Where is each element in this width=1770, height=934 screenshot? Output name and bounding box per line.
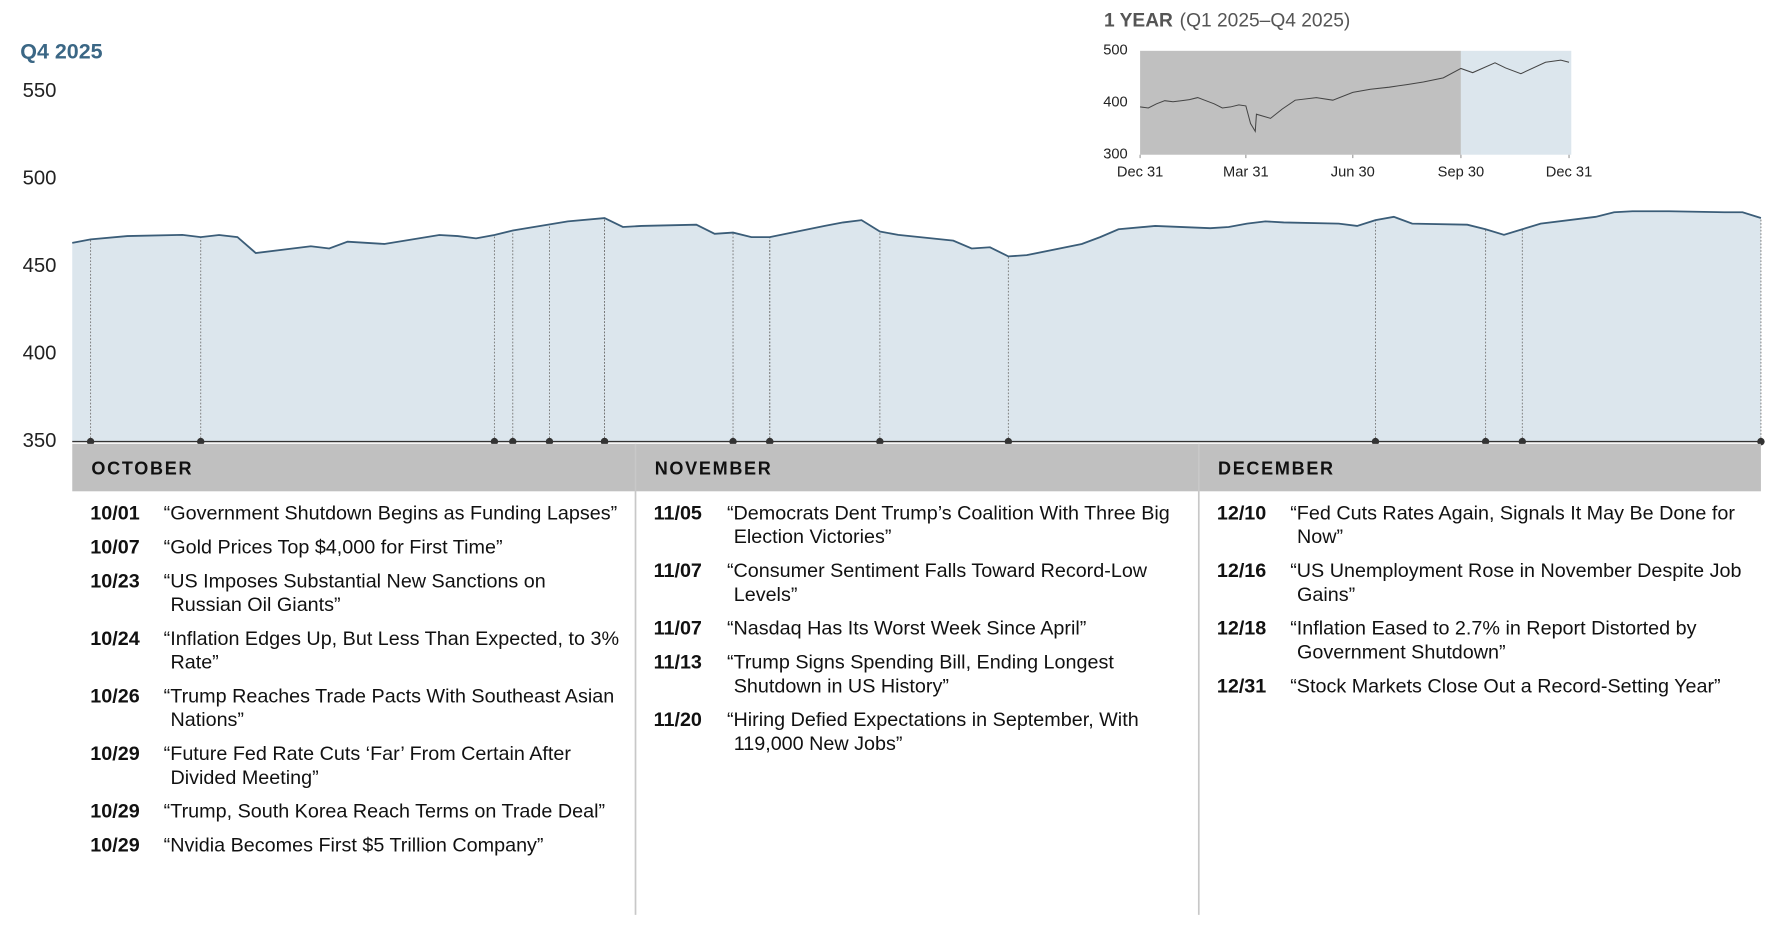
area <box>72 211 1761 442</box>
event-date: 11/20 <box>653 708 702 731</box>
event-date: 10/24 <box>90 626 140 650</box>
event-headline: “Stock Markets Close Out a Record-Settin… <box>1290 674 1721 697</box>
inset-highlight <box>1460 50 1572 155</box>
event: 10/01 “Government Shutdown Begins as Fund… <box>90 501 621 525</box>
event: 10/07 “Gold Prices Top $4,000 for First T… <box>90 535 621 559</box>
event-dot <box>1371 437 1380 446</box>
event-date: 11/05 <box>653 501 702 525</box>
event-dot <box>729 437 737 446</box>
month-label: DECEMBER <box>1218 459 1335 479</box>
event-headline: “Future Fed Rate Cuts ‘Far’ From Certain… <box>163 742 571 789</box>
event-dot <box>1481 437 1490 446</box>
event-date: 10/01 <box>90 501 140 525</box>
y-tick-label: 350 <box>23 430 57 452</box>
event-date: 10/29 <box>90 799 140 823</box>
event-dot <box>509 437 517 446</box>
event-date: 10/26 <box>90 684 140 708</box>
event: 11/20 “Hiring Defied Expectations in Sept… <box>654 708 1185 755</box>
event-headline: “US Imposes Substantial New Sanctions on… <box>163 569 546 616</box>
event-headline: “Trump, South Korea Reach Terms on Trade… <box>163 799 606 823</box>
event-date: 10/29 <box>90 742 140 765</box>
x-tick-label: Mar 31 <box>1223 165 1269 181</box>
month-label: NOVEMBER <box>655 459 773 479</box>
inset-subtitle: (Q1 2025–Q4 2025) <box>1180 11 1351 32</box>
event-dot <box>600 437 609 446</box>
event-headline: “Government Shutdown Begins as Funding L… <box>163 501 618 525</box>
event-date: 11/13 <box>653 650 702 674</box>
event-headline: “US Unemployment Rose in November Despit… <box>1290 559 1742 606</box>
x-tick-label: Sep 30 <box>1438 165 1484 181</box>
event-dot <box>490 437 499 446</box>
x-tick-label: Jun 30 <box>1331 165 1375 181</box>
event: 10/29 “Nvidia Becomes First $5 Trillion C… <box>90 833 621 857</box>
event: 10/26 “Trump Reaches Trade Pacts With Sou… <box>90 684 621 731</box>
event-column: 12/10 “Fed Cuts Rates Again, Signals It M… <box>1217 501 1748 708</box>
event-headline: “Trump Signs Spending Bill, Ending Longe… <box>726 650 1114 697</box>
event-date: 11/07 <box>653 559 702 582</box>
event-dot <box>1004 437 1013 446</box>
event-date: 11/07 <box>653 616 702 640</box>
month-label: OCTOBER <box>91 459 193 479</box>
event: 11/07 “Consumer Sentiment Falls Toward Re… <box>654 559 1185 606</box>
y-tick-label: 500 <box>23 167 57 189</box>
event-date: 10/07 <box>90 535 140 558</box>
event: 10/24 “Inflation Edges Up, But Less Than … <box>90 627 621 674</box>
event: 11/07 “Nasdaq Has Its Worst Week Since Ap… <box>654 617 1185 641</box>
event: 11/05 “Democrats Dent Trump’s Coalition W… <box>654 501 1185 548</box>
event-date: 10/29 <box>90 833 140 857</box>
chart-title: Q4 2025 <box>20 40 102 64</box>
event-headline: “Nasdaq Has Its Worst Week Since April” <box>726 616 1087 640</box>
y-tick-label: 550 <box>23 80 57 102</box>
event-headline: “Hiring Defied Expectations in September… <box>726 708 1139 755</box>
event-dot <box>545 437 554 446</box>
event: 10/29 “Trump, South Korea Reach Terms on … <box>90 800 621 824</box>
event: 12/16 “US Unemployment Rose in November D… <box>1217 559 1748 606</box>
event-column: 10/01 “Government Shutdown Begins as Fund… <box>90 501 621 867</box>
y-tick-label: 300 <box>1103 147 1127 163</box>
event-date: 12/16 <box>1216 559 1267 582</box>
event-dot <box>876 437 884 446</box>
event-dot <box>766 437 774 446</box>
event: 11/13 “Trump Signs Spending Bill, Ending … <box>654 651 1185 698</box>
event-headline: “Inflation Edges Up, But Less Than Expec… <box>163 626 620 674</box>
event: 10/29 “Future Fed Rate Cuts ‘Far’ From Ce… <box>90 742 621 789</box>
month-band <box>72 443 1761 492</box>
event-dot <box>86 437 95 446</box>
event-headline: “Nvidia Becomes First $5 Trillion Compan… <box>163 833 544 857</box>
event-headline: “Gold Prices Top $4,000 for First Time” <box>163 535 503 558</box>
event-date: 12/18 <box>1216 616 1267 640</box>
event-date: 10/23 <box>90 569 140 592</box>
inset-background <box>1140 50 1461 155</box>
y-tick-label: 500 <box>1103 43 1127 59</box>
line <box>72 210 1762 258</box>
event-column: 11/05 “Democrats Dent Trump’s Coalition W… <box>654 501 1185 765</box>
x-tick-label: Dec 31 <box>1117 165 1163 181</box>
event: 12/31 “Stock Markets Close Out a Record-S… <box>1217 674 1748 698</box>
y-tick-label: 400 <box>1103 95 1127 111</box>
event-dot <box>1757 437 1765 446</box>
event: 12/10 “Fed Cuts Rates Again, Signals It M… <box>1217 501 1748 548</box>
event: 12/18 “Inflation Eased to 2.7% in Report … <box>1217 617 1748 664</box>
event-headline: “Trump Reaches Trade Pacts With Southeas… <box>163 684 615 731</box>
event-date: 12/31 <box>1216 674 1267 697</box>
y-tick-label: 450 <box>23 255 57 277</box>
event-headline: “Consumer Sentiment Falls Toward Record-… <box>726 559 1148 606</box>
y-tick-label: 400 <box>23 342 57 364</box>
inset-title: 1 YEAR (Q1 2025–Q4 2025) <box>1104 11 1350 32</box>
event-headline: “Inflation Eased to 2.7% in Report Disto… <box>1290 616 1697 663</box>
event-date: 12/10 <box>1216 501 1267 525</box>
event-dot <box>1518 437 1527 446</box>
line <box>1140 59 1570 133</box>
event-headline: “Democrats Dent Trump’s Coalition With T… <box>726 501 1170 548</box>
inset-title-main: 1 YEAR <box>1104 11 1173 32</box>
x-tick-label: Dec 31 <box>1546 165 1592 181</box>
event-headline: “Fed Cuts Rates Again, Signals It May Be… <box>1290 501 1735 548</box>
event-dot <box>197 437 205 446</box>
event: 10/23 “US Imposes Substantial New Sanctio… <box>90 569 621 616</box>
